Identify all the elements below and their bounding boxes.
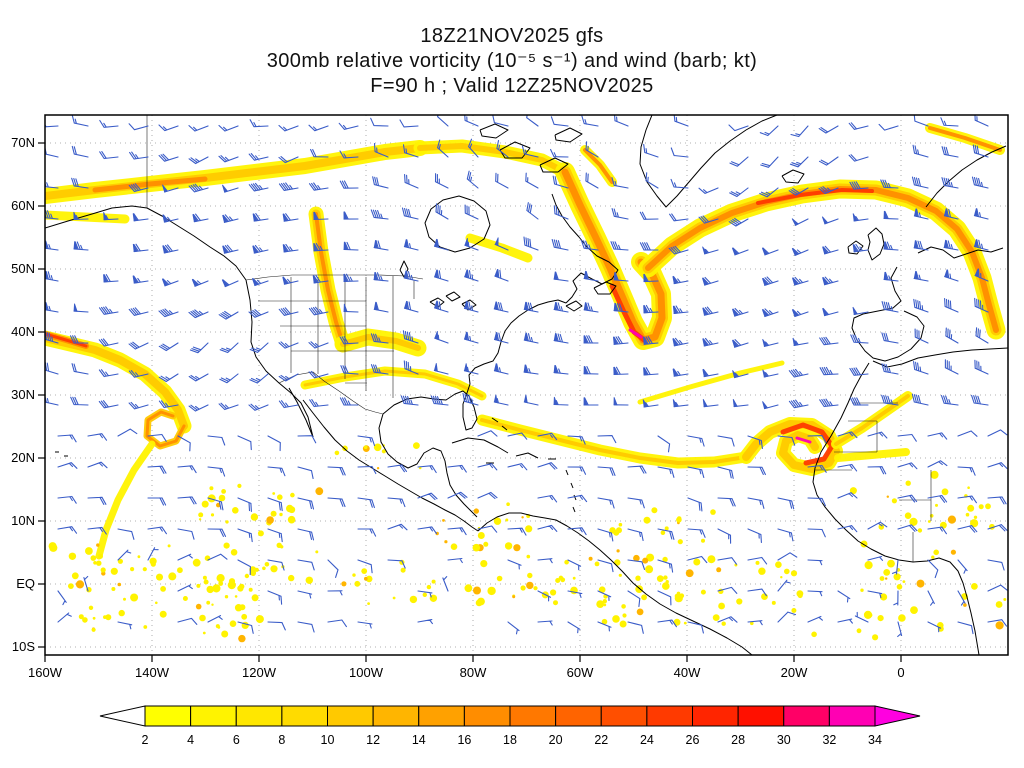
x-axis-label: 40W — [674, 665, 701, 680]
colorbar-segment — [235, 705, 283, 727]
colorbar-label: 32 — [822, 733, 836, 747]
colorbar-label: 20 — [549, 733, 563, 747]
x-axis-label: 60W — [567, 665, 594, 680]
y-axis-label: 20N — [11, 450, 35, 465]
colorbar-label: 18 — [503, 733, 517, 747]
y-axis-label: 10S — [12, 639, 35, 654]
colorbar-label: 10 — [321, 733, 335, 747]
chart-titles: 18Z21NOV2025 gfs 300mb relative vorticit… — [0, 24, 1024, 99]
colorbar-segment — [281, 705, 329, 727]
y-axis-label: 60N — [11, 198, 35, 213]
colorbar-over-arrow — [874, 705, 921, 727]
x-axis-label: 120W — [242, 665, 277, 680]
vorticity-shading-layer — [45, 123, 1007, 643]
y-axis-label: 40N — [11, 324, 35, 339]
colorbar-segment — [646, 705, 694, 727]
colorbar-label: 26 — [686, 733, 700, 747]
colorbar-label: 4 — [187, 733, 194, 747]
x-axis-label: 20W — [781, 665, 808, 680]
colorbar-segment — [418, 705, 465, 727]
colorbar-label: 14 — [412, 733, 426, 747]
axes-layer: 160W 140W 120W 100W 80W 60W 40W 20W 0 70N 60N 50N 40… — [11, 114, 1009, 680]
colorbar-segment — [144, 705, 192, 727]
colorbar-segment — [600, 705, 648, 727]
y-axis-label: 30N — [11, 387, 35, 402]
colorbar-label: 6 — [233, 733, 240, 747]
colorbar-segment — [327, 705, 374, 727]
colorbar-segment — [463, 705, 511, 727]
colorbar-segment — [692, 705, 739, 727]
colorbar-label: 2 — [142, 733, 149, 747]
map-frame — [44, 114, 1009, 656]
colorbar-label: 8 — [278, 733, 285, 747]
colorbar: 2 4 6 8 10 12 14 16 18 20 22 24 26 28 30 32 34 — [99, 705, 921, 747]
colorbar-segment — [783, 705, 830, 727]
colorbar-under-arrow — [99, 705, 146, 727]
x-axis-label: 100W — [349, 665, 384, 680]
y-axis-label: 10N — [11, 513, 35, 528]
chart-title-valid: F=90 h ; Valid 12Z25NOV2025 — [370, 75, 654, 97]
colorbar-label: 24 — [640, 733, 654, 747]
colorbar-label: 34 — [868, 733, 882, 747]
colorbar-label: 16 — [457, 733, 471, 747]
chart-title-run: 18Z21NOV2025 gfs — [420, 25, 604, 47]
colorbar-segment — [372, 705, 420, 727]
colorbar-label: 30 — [777, 733, 791, 747]
colorbar-label: 22 — [594, 733, 608, 747]
y-axis-label: 50N — [11, 261, 35, 276]
colorbar-label: 12 — [366, 733, 380, 747]
colorbar-segment — [555, 705, 602, 727]
x-axis-label: 0 — [897, 665, 904, 680]
x-axis-label: 140W — [135, 665, 170, 680]
colorbar-segment — [190, 705, 237, 727]
colorbar-segment — [737, 705, 785, 727]
colorbar-segment — [828, 705, 876, 727]
x-axis-label: 80W — [460, 665, 487, 680]
y-axis-label: 70N — [11, 135, 35, 150]
x-axis-label: 160W — [28, 665, 63, 680]
colorbar-label: 28 — [731, 733, 745, 747]
coastlines-layer — [45, 115, 1008, 655]
colorbar-segment — [509, 705, 557, 727]
chart-title-field: 300mb relative vorticity (10⁻⁵ s⁻¹) and … — [266, 50, 758, 72]
y-axis-label: EQ — [16, 576, 35, 591]
wind-barbs-layer — [45, 115, 1008, 638]
